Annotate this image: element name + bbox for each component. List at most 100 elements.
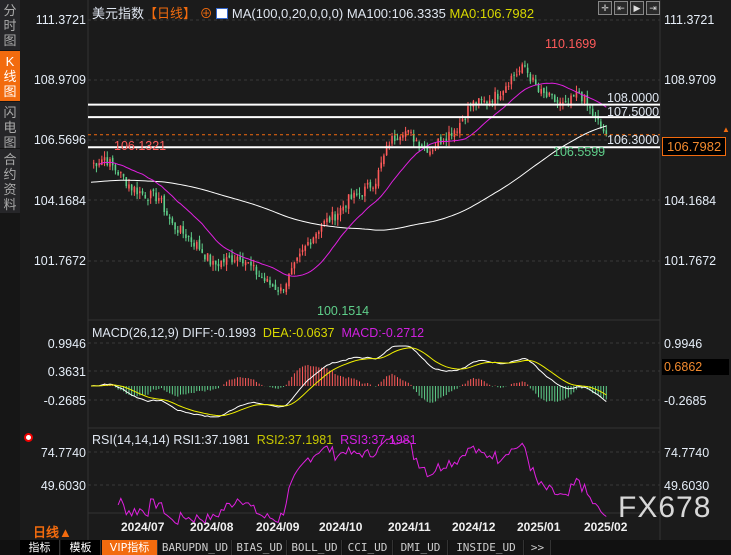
sidebar-item-kline[interactable]: K线图 bbox=[0, 51, 20, 101]
month-label: 2024/09 bbox=[256, 520, 300, 534]
alert-icon[interactable] bbox=[24, 433, 33, 442]
sidebar: 分时图 K线图 闪电图 合约资料 bbox=[0, 0, 20, 540]
macd-axis-label: 0.3631 bbox=[47, 365, 86, 379]
candle-body bbox=[605, 130, 608, 135]
chart-canvas[interactable] bbox=[0, 0, 731, 540]
candle-body bbox=[464, 118, 467, 120]
price-axis-label-right: 108.9709 bbox=[664, 73, 717, 87]
ma-params: MA(100,0,20,0,0,0) bbox=[231, 6, 344, 21]
price-axis-label: 104.1684 bbox=[33, 194, 86, 208]
candle-body bbox=[526, 67, 529, 73]
crosshair-icon[interactable]: ✛ bbox=[598, 1, 612, 15]
candle-body bbox=[288, 273, 290, 287]
period-selector[interactable]: 日线▲ bbox=[33, 525, 72, 540]
candle-body bbox=[261, 276, 263, 278]
candle-body bbox=[488, 100, 491, 105]
candle-body bbox=[570, 95, 572, 106]
macd-current-tag: 0.6862 bbox=[662, 359, 729, 375]
candle-body bbox=[564, 100, 567, 103]
macd-header: MACD(26,12,9) DIFF:-0.1993 DEA:-0.0637 M… bbox=[92, 326, 424, 340]
tab-indicator[interactable]: 指标 bbox=[20, 540, 60, 555]
tab-dmi[interactable]: DMI_UD bbox=[394, 540, 448, 555]
candle-body bbox=[271, 284, 274, 287]
candle-body bbox=[274, 284, 277, 290]
candle-body bbox=[518, 70, 521, 73]
tab-cci[interactable]: CCI_UD bbox=[343, 540, 393, 555]
candle-body bbox=[312, 237, 315, 243]
tabs-more-button[interactable]: >> bbox=[525, 540, 551, 555]
candle-body bbox=[507, 85, 510, 87]
candle-body bbox=[361, 195, 364, 197]
tab-inside[interactable]: INSIDE_UD bbox=[449, 540, 524, 555]
candle-body bbox=[421, 144, 423, 147]
candle-body bbox=[502, 91, 505, 96]
sidebar-item-contract[interactable]: 合约资料 bbox=[0, 149, 20, 213]
candle-body bbox=[201, 249, 203, 253]
candle-body bbox=[158, 198, 160, 201]
play-icon[interactable]: ▶ bbox=[630, 1, 644, 15]
candle-body bbox=[499, 95, 502, 100]
tab-boll[interactable]: BOLL_UD bbox=[288, 540, 342, 555]
level-label: 108.0000 bbox=[607, 91, 660, 105]
candle-body bbox=[176, 230, 179, 233]
sidebar-item-timeshare[interactable]: 分时图 bbox=[0, 0, 20, 50]
crosshair-toggle-icon[interactable]: ⊕ bbox=[199, 6, 213, 21]
indicator-chart-icon[interactable] bbox=[216, 8, 229, 19]
zoom-start-icon[interactable]: ⇤ bbox=[614, 1, 628, 15]
candle-body bbox=[195, 242, 198, 249]
candle-body bbox=[331, 211, 334, 220]
low-annotation: 100.1514 bbox=[317, 304, 370, 318]
macd-dea-line bbox=[90, 347, 607, 417]
candle-body bbox=[95, 163, 98, 167]
month-label: 2025/02 bbox=[584, 520, 628, 534]
zoom-end-icon[interactable]: ⇥ bbox=[646, 1, 660, 15]
tab-template[interactable]: 模板 bbox=[61, 540, 101, 555]
candle-body bbox=[255, 266, 258, 275]
candle-body bbox=[486, 101, 488, 104]
candle-body bbox=[589, 106, 591, 109]
candle-body bbox=[388, 145, 391, 147]
candle-body bbox=[494, 91, 496, 104]
tab-vip-indicator[interactable]: VIP指标 bbox=[102, 540, 158, 555]
level-label: 106.3000 bbox=[607, 133, 660, 147]
candle-body bbox=[125, 177, 128, 187]
candle-body bbox=[117, 171, 119, 175]
tab-barupdn[interactable]: BARUPDN_UD bbox=[159, 540, 232, 555]
candle-body bbox=[383, 155, 385, 165]
candle-body bbox=[586, 95, 589, 105]
candle-body bbox=[440, 136, 442, 144]
candle-body bbox=[415, 139, 418, 142]
candle-body bbox=[206, 253, 209, 261]
period-label[interactable]: 【日线】 bbox=[144, 6, 197, 21]
arrow-up-icon[interactable]: ▲ bbox=[722, 125, 730, 134]
tab-bias[interactable]: BIAS_UD bbox=[233, 540, 287, 555]
candle-body bbox=[277, 290, 279, 292]
candle-body bbox=[228, 255, 231, 258]
candle-body bbox=[323, 220, 326, 224]
candle-body bbox=[296, 257, 298, 261]
candle-body bbox=[412, 133, 415, 142]
candle-body bbox=[252, 265, 255, 267]
price-axis-label-right: 101.7672 bbox=[664, 254, 717, 268]
candle-body bbox=[548, 92, 551, 96]
candle-body bbox=[266, 278, 269, 282]
candle-body bbox=[171, 218, 174, 224]
candle-body bbox=[193, 242, 195, 247]
candle-body bbox=[233, 260, 236, 262]
candle-body bbox=[431, 150, 434, 152]
sidebar-item-flash[interactable]: 闪电图 bbox=[0, 102, 20, 150]
candle-body bbox=[185, 234, 187, 239]
candle-body bbox=[209, 254, 212, 265]
candle-body bbox=[355, 193, 358, 195]
rsi2-value: RSI2:37.1981 bbox=[256, 433, 334, 447]
rsi-header: RSI(14,14,14) RSI1:37.1981 RSI2:37.1981 … bbox=[92, 433, 417, 447]
candle-body bbox=[190, 237, 193, 243]
candle-body bbox=[540, 88, 542, 94]
candle-body bbox=[404, 131, 407, 137]
candle-body bbox=[345, 206, 347, 208]
candle-body bbox=[467, 106, 469, 119]
candle-body bbox=[198, 239, 201, 250]
month-label: 2024/10 bbox=[319, 520, 363, 534]
chart-header: 美元指数【日线】 ⊕ MA(100,0,20,0,0,0) MA100:106.… bbox=[92, 3, 534, 22]
candle-body bbox=[92, 162, 95, 164]
